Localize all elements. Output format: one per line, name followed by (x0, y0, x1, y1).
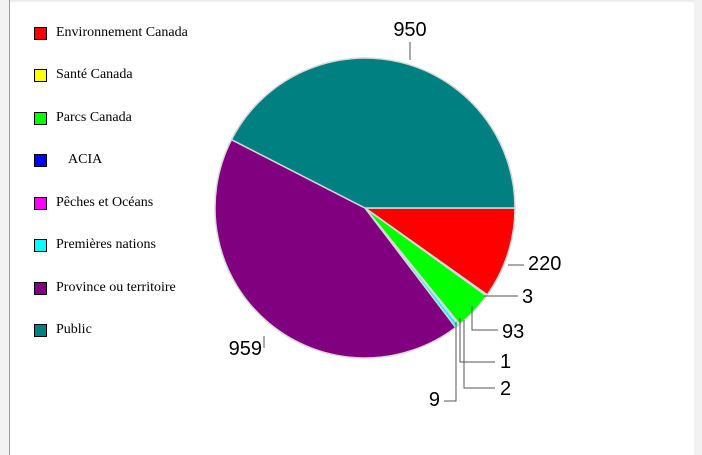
value-label-4: 1 (500, 351, 511, 373)
leader-line-4 (459, 318, 495, 363)
pie-slice-7 (214, 138, 457, 359)
value-label-5: 2 (500, 378, 511, 400)
legend-swatch-sante-canada (34, 69, 47, 82)
legend-label-sante-canada: Santé Canada (56, 67, 133, 82)
legend-swatch-premieres-nations (34, 239, 47, 252)
leader-line-3 (471, 306, 498, 331)
leader-line-6 (444, 322, 457, 402)
legend-label-parcs-canada: Parcs Canada (56, 110, 132, 125)
legend-label-environnement-canada: Environnement Canada (56, 25, 188, 40)
legend-swatch-parcs-canada (34, 112, 47, 125)
legend-swatch-environnement-canada (34, 27, 47, 40)
pie-slice-8 (230, 57, 516, 209)
pie-slice-1 (362, 207, 516, 296)
value-label-3: 93 (502, 321, 524, 343)
legend-swatch-peches-et-oceans (34, 197, 47, 210)
legend-label-acia: ACIA (68, 152, 103, 167)
legend-label-province-ou-territoire: Province ou territoire (56, 280, 176, 295)
value-label-1: 220 (528, 253, 561, 275)
legend-swatch-public (34, 324, 47, 337)
leader-line-5 (463, 320, 495, 389)
legend-label-premieres-nations: Premières nations (56, 237, 156, 252)
legend-label-peches-et-oceans: Pêches et Océans (56, 195, 154, 210)
top-edge (10, 0, 694, 3)
value-label-7: 959 (229, 338, 262, 360)
legend-swatch-acia (34, 154, 47, 167)
legend-swatch-province-ou-territoire (34, 282, 47, 295)
legend-label-public: Public (56, 322, 92, 337)
value-label-8: 950 (393, 19, 426, 41)
value-label-6: 9 (429, 389, 440, 411)
value-label-2: 3 (522, 286, 533, 308)
